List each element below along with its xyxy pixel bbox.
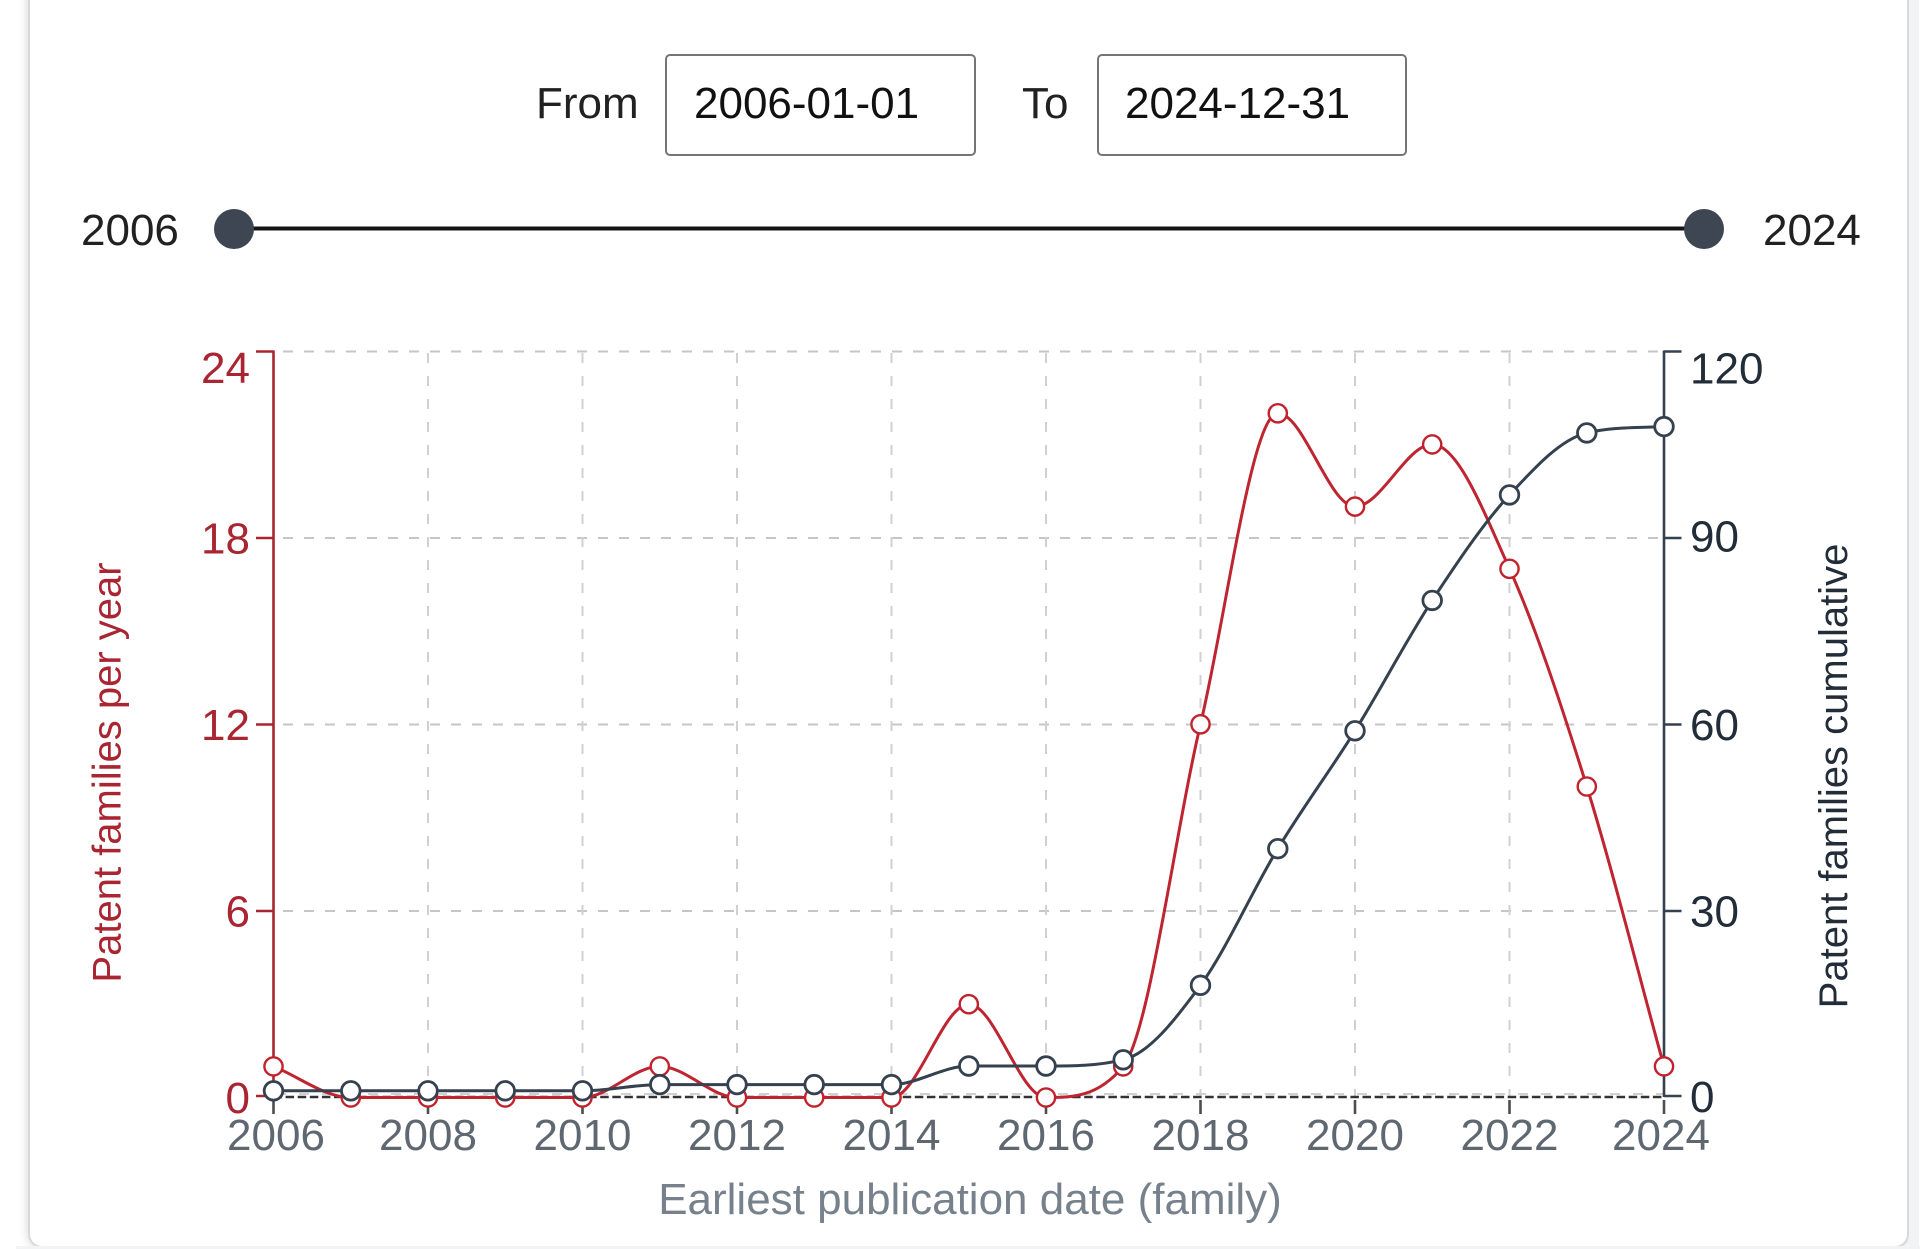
svg-text:2020: 2020 bbox=[1306, 1111, 1404, 1160]
svg-text:18: 18 bbox=[201, 515, 250, 564]
svg-text:2014: 2014 bbox=[843, 1111, 941, 1160]
svg-text:Earliest publication date (fam: Earliest publication date (family) bbox=[658, 1175, 1282, 1224]
svg-text:6: 6 bbox=[226, 888, 250, 937]
svg-text:2024-12-31: 2024-12-31 bbox=[1125, 79, 1350, 128]
svg-text:2024: 2024 bbox=[1612, 1111, 1710, 1160]
svg-text:2012: 2012 bbox=[688, 1111, 786, 1160]
svg-text:2006-01-01: 2006-01-01 bbox=[694, 79, 919, 128]
svg-text:2016: 2016 bbox=[997, 1111, 1095, 1160]
svg-text:2022: 2022 bbox=[1461, 1111, 1559, 1160]
svg-text:0: 0 bbox=[1690, 1073, 1714, 1122]
svg-text:12: 12 bbox=[201, 701, 250, 750]
svg-text:24: 24 bbox=[201, 344, 250, 393]
svg-text:Patent families cumulative: Patent families cumulative bbox=[1812, 544, 1856, 1009]
svg-text:2010: 2010 bbox=[534, 1111, 632, 1160]
svg-text:From: From bbox=[536, 79, 639, 128]
svg-text:0: 0 bbox=[226, 1074, 250, 1123]
svg-text:120: 120 bbox=[1690, 345, 1763, 394]
svg-text:Patent families per year: Patent families per year bbox=[86, 562, 130, 982]
svg-text:2018: 2018 bbox=[1152, 1111, 1250, 1160]
svg-text:30: 30 bbox=[1690, 888, 1739, 937]
svg-text:2024: 2024 bbox=[1763, 206, 1861, 255]
svg-text:To: To bbox=[1022, 79, 1068, 128]
svg-text:2008: 2008 bbox=[379, 1111, 477, 1160]
svg-text:60: 60 bbox=[1690, 701, 1739, 750]
svg-text:2006: 2006 bbox=[227, 1111, 325, 1160]
svg-text:90: 90 bbox=[1690, 513, 1739, 562]
svg-text:2006: 2006 bbox=[81, 206, 179, 255]
